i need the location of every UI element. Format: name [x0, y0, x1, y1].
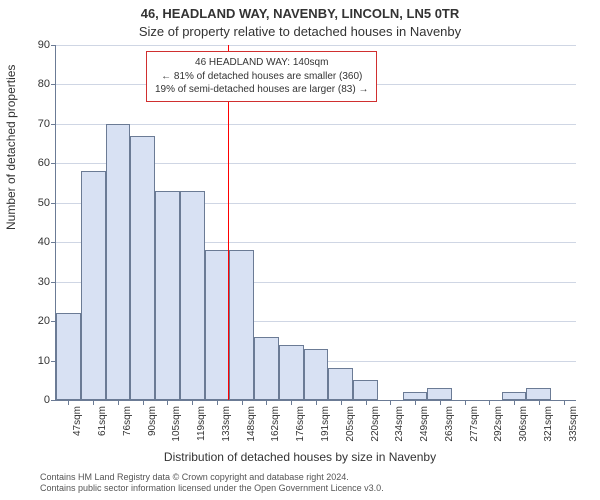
ytick-mark — [51, 84, 56, 85]
ytick-label: 40 — [38, 236, 50, 248]
histogram-bar — [254, 337, 279, 400]
histogram-bar — [279, 345, 304, 400]
histogram-bar — [403, 392, 428, 400]
histogram-bar — [353, 380, 378, 400]
histogram-bar — [180, 191, 205, 400]
info-box-line1: 46 HEADLAND WAY: 140sqm — [155, 56, 368, 70]
xtick-mark — [514, 400, 515, 405]
xtick-label: 277sqm — [469, 406, 480, 442]
xtick-mark — [93, 400, 94, 405]
ytick-mark — [51, 45, 56, 46]
xtick-label: 220sqm — [370, 406, 381, 442]
histogram-bar — [328, 368, 353, 400]
xtick-mark — [489, 400, 490, 405]
xtick-label: 76sqm — [122, 406, 133, 436]
ytick-label: 60 — [38, 157, 50, 169]
xtick-mark — [539, 400, 540, 405]
xtick-mark — [68, 400, 69, 405]
ytick-mark — [51, 400, 56, 401]
xtick-mark — [217, 400, 218, 405]
xtick-mark — [465, 400, 466, 405]
credits-line1: Contains HM Land Registry data © Crown c… — [40, 472, 590, 483]
xtick-mark — [192, 400, 193, 405]
xtick-label: 119sqm — [196, 406, 207, 441]
xtick-mark — [266, 400, 267, 405]
ytick-label: 70 — [38, 118, 50, 130]
xtick-label: 321sqm — [543, 406, 554, 442]
credits-line2: Contains public sector information licen… — [40, 483, 590, 494]
chart-credits: Contains HM Land Registry data © Crown c… — [40, 472, 590, 495]
histogram-bar — [155, 191, 180, 400]
xtick-mark — [118, 400, 119, 405]
ytick-label: 80 — [38, 78, 50, 90]
x-axis-label: Distribution of detached houses by size … — [0, 450, 600, 464]
xtick-label: 148sqm — [246, 406, 257, 442]
xtick-mark — [564, 400, 565, 405]
xtick-label: 234sqm — [394, 406, 405, 442]
ytick-mark — [51, 124, 56, 125]
histogram-bar — [205, 250, 230, 400]
info-box-line2: ← 81% of detached houses are smaller (36… — [155, 70, 368, 84]
xtick-label: 90sqm — [147, 406, 158, 436]
histogram-bar — [106, 124, 131, 400]
histogram-bar — [81, 171, 106, 400]
bar-chart-plot: 010203040506070809047sqm61sqm76sqm90sqm1… — [55, 45, 576, 401]
xtick-label: 263sqm — [444, 406, 455, 442]
histogram-bar — [502, 392, 527, 400]
gridline — [56, 45, 576, 46]
xtick-mark — [143, 400, 144, 405]
xtick-label: 47sqm — [72, 406, 83, 436]
ytick-label: 50 — [38, 197, 50, 209]
ytick-mark — [51, 242, 56, 243]
chart-title-subtitle: Size of property relative to detached ho… — [0, 24, 600, 39]
histogram-bar — [130, 136, 155, 400]
histogram-bar — [427, 388, 452, 400]
chart-title-address: 46, HEADLAND WAY, NAVENBY, LINCOLN, LN5 … — [0, 6, 600, 21]
ytick-mark — [51, 163, 56, 164]
xtick-label: 105sqm — [171, 406, 182, 442]
ytick-label: 10 — [38, 355, 50, 367]
xtick-label: 205sqm — [345, 406, 356, 442]
ytick-mark — [51, 203, 56, 204]
histogram-bar — [56, 313, 81, 400]
ytick-label: 20 — [38, 315, 50, 327]
y-axis-label: Number of detached properties — [4, 65, 18, 230]
xtick-label: 176sqm — [295, 406, 306, 442]
xtick-label: 191sqm — [320, 406, 331, 442]
xtick-mark — [415, 400, 416, 405]
ytick-label: 30 — [38, 276, 50, 288]
xtick-label: 249sqm — [419, 406, 430, 442]
xtick-label: 162sqm — [270, 406, 281, 442]
histogram-bar — [304, 349, 329, 400]
info-box: 46 HEADLAND WAY: 140sqm← 81% of detached… — [146, 51, 377, 102]
xtick-mark — [440, 400, 441, 405]
xtick-mark — [390, 400, 391, 405]
histogram-bar — [229, 250, 254, 400]
xtick-mark — [316, 400, 317, 405]
histogram-bar — [526, 388, 551, 400]
gridline — [56, 124, 576, 125]
xtick-mark — [366, 400, 367, 405]
xtick-mark — [291, 400, 292, 405]
xtick-label: 61sqm — [97, 406, 108, 436]
ytick-mark — [51, 282, 56, 283]
xtick-mark — [242, 400, 243, 405]
xtick-label: 306sqm — [518, 406, 529, 442]
xtick-label: 292sqm — [493, 406, 504, 442]
ytick-label: 90 — [38, 39, 50, 51]
xtick-mark — [167, 400, 168, 405]
xtick-mark — [341, 400, 342, 405]
ytick-label: 0 — [44, 394, 50, 406]
xtick-label: 335sqm — [568, 406, 579, 442]
xtick-label: 133sqm — [221, 406, 232, 442]
info-box-line3: 19% of semi-detached houses are larger (… — [155, 83, 368, 97]
